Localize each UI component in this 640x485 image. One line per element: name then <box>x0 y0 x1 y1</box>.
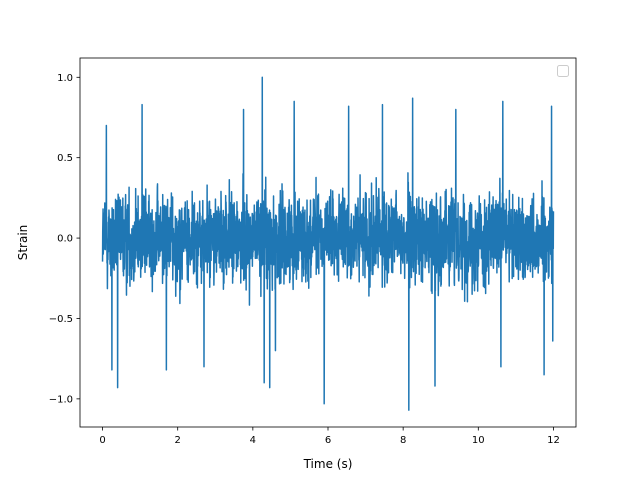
plot-area <box>101 76 555 411</box>
legend-box <box>557 65 569 77</box>
y-tick-label: 0.5 <box>57 153 73 164</box>
x-tick-label: 0 <box>99 435 105 446</box>
y-tick-label: 0.0 <box>57 234 73 245</box>
x-tick-label: 6 <box>325 435 331 446</box>
y-tick-label: 1.0 <box>57 73 73 84</box>
y-tick-label: −1.0 <box>49 394 73 405</box>
y-tick-label: −0.5 <box>49 314 73 325</box>
x-axis-label: Time (s) <box>303 457 353 471</box>
x-tick-label: 12 <box>547 435 560 446</box>
strain-series-line <box>101 76 555 411</box>
x-tick-label: 10 <box>472 435 485 446</box>
y-axis-ticks: −1.0 −0.5 0.0 0.5 1.0 <box>49 73 80 405</box>
x-tick-label: 4 <box>250 435 256 446</box>
y-axis-label: Strain <box>16 225 30 261</box>
x-axis-ticks: 0 2 4 6 8 10 12 <box>99 427 560 446</box>
x-tick-label: 2 <box>175 435 181 446</box>
x-tick-label: 8 <box>400 435 406 446</box>
